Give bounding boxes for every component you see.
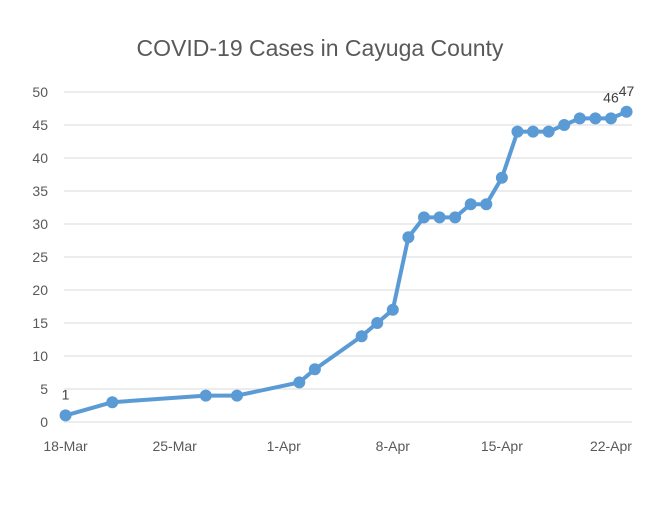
data-point [59, 409, 72, 422]
x-tick-label: 25-Mar [152, 438, 197, 454]
data-point [386, 303, 399, 316]
data-point [402, 231, 415, 244]
data-labels: 1 46 47 [62, 83, 635, 403]
data-point [293, 376, 306, 389]
data-point [589, 112, 602, 125]
x-axis-ticks: 18-Mar 25-Mar 1-Apr 8-Apr 15-Apr 22-Apr [43, 438, 632, 454]
data-label: 46 [603, 89, 619, 105]
data-point [495, 171, 508, 184]
data-point [308, 363, 321, 376]
y-tick-label: 15 [32, 315, 48, 331]
data-point [464, 198, 477, 211]
x-tick-label: 1-Apr [267, 438, 302, 454]
y-axis-ticks: 0 5 10 15 20 25 30 35 40 45 50 [32, 84, 48, 430]
data-point [371, 317, 384, 329]
data-point [199, 389, 212, 402]
y-tick-label: 25 [32, 249, 48, 265]
y-tick-label: 20 [32, 282, 48, 298]
data-point [558, 119, 571, 131]
y-tick-label: 40 [32, 150, 48, 166]
y-tick-label: 5 [40, 381, 48, 397]
data-points [59, 105, 633, 422]
data-point [511, 125, 524, 138]
data-point [230, 389, 243, 402]
y-tick-label: 35 [32, 183, 48, 199]
x-tick-label: 18-Mar [43, 438, 88, 454]
data-label: 1 [62, 386, 70, 402]
chart-title: COVID-19 Cases in Cayuga County [137, 35, 504, 61]
y-tick-label: 10 [32, 348, 48, 364]
data-point [433, 211, 446, 224]
data-point [106, 396, 119, 409]
x-tick-label: 8-Apr [376, 438, 411, 454]
x-tick-label: 22-Apr [590, 438, 632, 454]
data-point [542, 125, 555, 138]
x-tick-label: 15-Apr [481, 438, 523, 454]
data-label: 47 [619, 83, 635, 99]
y-tick-label: 0 [40, 414, 48, 430]
data-point [417, 211, 430, 224]
data-point [620, 105, 633, 118]
data-point [527, 125, 540, 138]
data-point [480, 198, 493, 211]
data-point [604, 112, 617, 125]
y-tick-label: 45 [32, 117, 48, 133]
data-point [449, 211, 462, 224]
y-tick-label: 50 [32, 84, 48, 100]
y-tick-label: 30 [32, 216, 48, 232]
gridlines [64, 91, 632, 423]
series-line [63, 109, 629, 418]
data-point [355, 330, 368, 343]
data-point [573, 112, 586, 125]
